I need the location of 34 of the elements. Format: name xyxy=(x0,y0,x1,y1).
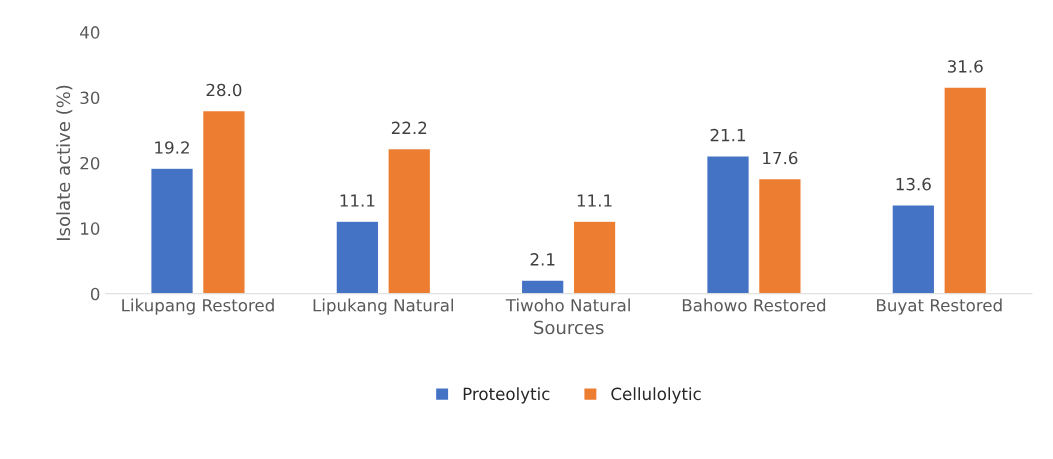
bar xyxy=(201,109,246,294)
bar xyxy=(150,167,195,294)
data-label: 19.2 xyxy=(155,141,189,154)
x-tick-label: Buyat Restored xyxy=(877,298,1002,315)
x-tick-label: Likupang Restored xyxy=(122,298,274,315)
x-axis-title: Sources xyxy=(534,320,604,335)
data-label: 11.1 xyxy=(577,194,612,207)
legend-label: Cellulolytic xyxy=(611,387,701,404)
bar xyxy=(520,279,565,294)
y-tick-label: 10 xyxy=(81,222,100,235)
data-label: 21.1 xyxy=(710,128,746,142)
y-axis-title: Isolate active (%) xyxy=(56,85,73,240)
y-tick-label: 30 xyxy=(80,91,100,105)
data-label: 17.6 xyxy=(763,151,798,165)
bar xyxy=(572,220,617,294)
y-tick-label: 20 xyxy=(80,156,100,170)
bar xyxy=(943,86,988,294)
legend-label: Proteolytic xyxy=(463,387,550,404)
data-label: 22.2 xyxy=(391,121,427,134)
x-tick-label: Lipukang Natural xyxy=(313,298,453,315)
bar xyxy=(335,220,380,294)
data-label: 11.1 xyxy=(340,194,375,207)
bar xyxy=(757,177,802,294)
x-tick-label: Bahowo Restored xyxy=(682,298,826,312)
data-label: 31.6 xyxy=(947,60,983,73)
data-label: 2.1 xyxy=(530,253,555,266)
x-tick-label: Tiwoho Natural xyxy=(505,298,630,312)
data-label: 13.6 xyxy=(896,177,931,191)
data-label: 28.0 xyxy=(206,83,242,97)
bar xyxy=(891,204,936,294)
bar xyxy=(387,147,432,294)
y-tick-label: 0 xyxy=(90,287,100,301)
y-tick-label: 40 xyxy=(80,26,100,39)
bar xyxy=(705,155,751,294)
